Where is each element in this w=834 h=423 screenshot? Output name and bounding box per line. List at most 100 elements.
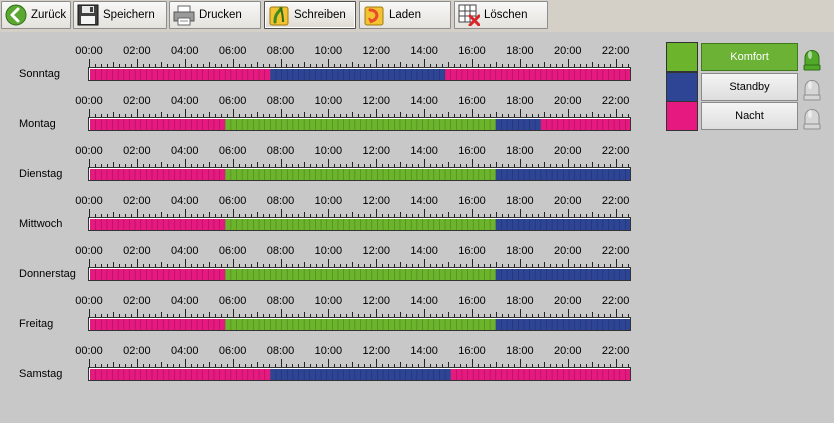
hour-label: 08:00 [266,45,295,57]
schedule-bar[interactable] [88,217,631,231]
hour-label: 20:00 [553,345,582,357]
hour-label: 18:00 [506,195,534,207]
day-row-donnerstag: 00:00 02:00 04:00 06:00 08:00 10:00 12:00 14:00… [0,245,640,293]
hour-label: 06:00 [218,95,247,107]
back-button[interactable]: Zurück [1,1,71,29]
mode-row-nacht: Nacht [666,101,826,133]
mode-swatch-standby[interactable] [666,72,698,102]
segment-komfort[interactable] [225,269,496,281]
time-ticks [89,259,629,267]
hour-label: 06:00 [218,145,247,157]
delete-button[interactable]: Löschen [454,1,548,29]
print-button[interactable]: Drucken [169,1,261,29]
schedule-bar[interactable] [88,117,631,131]
hour-label: 18:00 [506,345,534,357]
schedule-bar[interactable] [88,367,631,381]
hour-label: 10:00 [314,345,343,357]
segment-nacht[interactable] [445,69,631,81]
day-name: Dienstag [19,168,63,180]
segment-nacht[interactable] [90,119,226,131]
indicator-lamp-icon [803,50,821,71]
hour-label: 10:00 [314,95,343,107]
hour-label: 08:00 [266,295,295,307]
hour-label: 12:00 [362,195,391,207]
hour-label: 14:00 [410,295,438,307]
segment-nacht[interactable] [540,119,631,131]
segment-komfort[interactable] [225,219,496,231]
hour-label: 08:00 [266,245,295,257]
hour-label: 16:00 [458,295,486,307]
hour-label: 18:00 [506,45,534,57]
segment-standby[interactable] [270,69,446,81]
hour-label: 06:00 [218,295,247,307]
printer-icon [173,5,195,26]
print-button-label: Drucken [199,9,242,21]
segment-nacht[interactable] [90,319,226,331]
write-button[interactable]: Schreiben [264,1,356,29]
hour-label: 08:00 [266,95,295,107]
segment-komfort[interactable] [225,319,496,331]
hour-label: 04:00 [170,95,199,107]
time-ticks [89,109,629,117]
hour-label: 02:00 [123,195,151,207]
mode-button-komfort[interactable]: Komfort [701,43,798,71]
segment-standby[interactable] [495,219,631,231]
hour-label: 16:00 [458,345,486,357]
segment-nacht[interactable] [90,169,226,181]
day-name: Donnerstag [19,268,76,280]
segment-nacht[interactable] [90,369,271,381]
hour-label: 14:00 [410,45,438,57]
segment-standby[interactable] [270,369,451,381]
hour-label: 04:00 [170,145,199,157]
mode-swatch-komfort[interactable] [666,42,698,72]
toolbar: Zurück Speichern Drucken Schreiben [0,0,834,32]
hour-label: 14:00 [410,95,438,107]
mode-swatch-nacht[interactable] [666,101,698,131]
time-ticks [89,309,629,317]
load-button-label: Laden [389,9,421,21]
schedule-bar[interactable] [88,317,631,331]
hour-label: 20:00 [553,295,582,307]
segment-standby[interactable] [495,269,631,281]
day-row-freitag: 00:00 02:00 04:00 06:00 08:00 10:00 12:00 14:00… [0,295,640,343]
hour-label: 06:00 [218,345,247,357]
mode-button-standby[interactable]: Standby [701,73,798,101]
segment-komfort[interactable] [225,119,496,131]
segment-standby[interactable] [495,169,631,181]
hour-label: 20:00 [553,95,582,107]
segment-standby[interactable] [495,319,631,331]
delete-button-label: Löschen [484,9,528,21]
save-button[interactable]: Speichern [73,1,167,29]
segment-standby[interactable] [495,119,541,131]
schedule-bar[interactable] [88,167,631,181]
segment-komfort[interactable] [225,169,496,181]
day-name: Freitag [19,318,54,330]
segment-nacht[interactable] [90,219,226,231]
hour-label: 12:00 [362,245,391,257]
hour-label: 14:00 [410,195,438,207]
hour-label: 20:00 [553,145,582,157]
hour-label: 18:00 [506,245,534,257]
hour-label: 04:00 [170,245,199,257]
hour-label: 16:00 [458,245,486,257]
hour-label: 02:00 [123,345,151,357]
mode-button-nacht[interactable]: Nacht [701,102,798,130]
hour-label: 14:00 [410,245,438,257]
schedule-bar[interactable] [88,67,631,81]
hour-label: 12:00 [362,145,391,157]
mode-row-komfort: Komfort [666,42,826,74]
hour-label: 12:00 [362,295,391,307]
segment-nacht[interactable] [450,369,631,381]
hour-label: 10:00 [314,45,343,57]
schedule-bar[interactable] [88,267,631,281]
hour-label: 22:00 [601,245,630,257]
hour-label: 08:00 [266,145,295,157]
indicator-lamp-icon [803,80,821,101]
hour-label: 12:00 [362,95,391,107]
segment-nacht[interactable] [90,69,271,81]
load-button[interactable]: Laden [359,1,451,29]
hour-label: 12:00 [362,345,391,357]
hour-label: 16:00 [458,145,486,157]
segment-nacht[interactable] [90,269,226,281]
hour-label: 04:00 [170,345,199,357]
